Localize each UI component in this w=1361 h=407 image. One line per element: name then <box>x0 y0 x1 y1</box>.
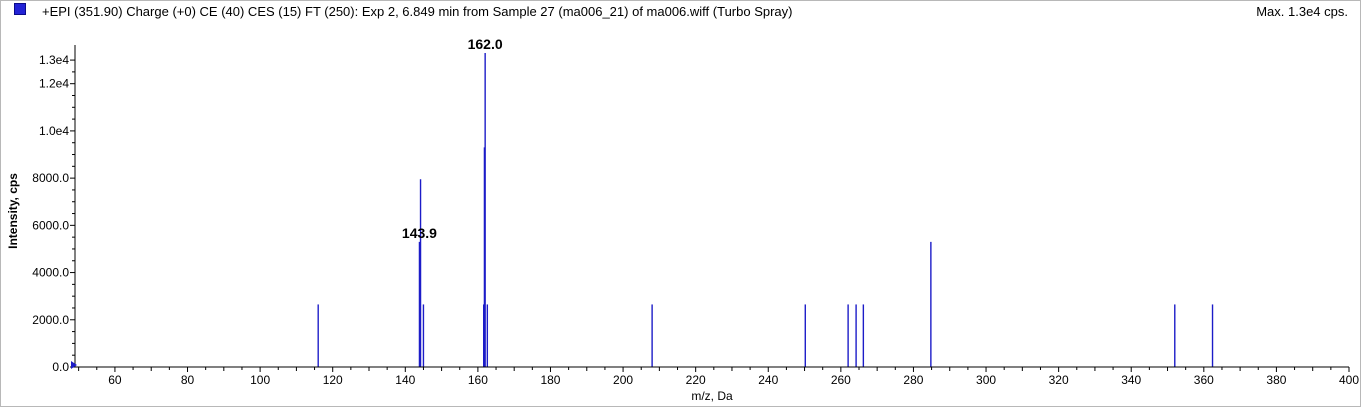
y-tick-label: 1.3e4 <box>39 53 69 67</box>
x-tick-label: 100 <box>250 373 270 387</box>
y-tick-label: 1.2e4 <box>39 77 69 91</box>
y-axis-title: Intensity, cps <box>6 173 20 249</box>
y-tick-label: 4000.0 <box>32 266 69 280</box>
y-tick-label: 6000.0 <box>32 218 69 232</box>
y-tick-label: 2000.0 <box>32 313 69 327</box>
x-tick-label: 340 <box>1121 373 1141 387</box>
max-intensity-label: Max. 1.3e4 cps. <box>1256 4 1348 19</box>
x-tick-label: 400 <box>1339 373 1359 387</box>
x-tick-label: 120 <box>323 373 343 387</box>
peak-annotation: 143.9 <box>402 225 437 241</box>
x-tick-label: 160 <box>468 373 488 387</box>
x-tick-label: 200 <box>613 373 633 387</box>
spectrum-header: +EPI (351.90) Charge (+0) CE (40) CES (1… <box>0 0 1361 22</box>
axis-origin-marker <box>71 361 77 369</box>
axes-layer: 60 80 100 120 140 160 180 200 220 240 260 280 300 320… <box>32 45 1359 387</box>
y-tick-label: 0.0 <box>52 360 69 374</box>
x-tick-label: 180 <box>540 373 560 387</box>
x-tick-label: 260 <box>831 373 851 387</box>
series-color-swatch[interactable] <box>14 3 26 15</box>
peaks-layer: 162.0 143.9 <box>317 36 1214 367</box>
x-tick-label: 80 <box>181 373 195 387</box>
x-tick-label: 320 <box>1049 373 1069 387</box>
x-axis-title: m/z, Da <box>691 389 733 403</box>
spectrum-title: +EPI (351.90) Charge (+0) CE (40) CES (1… <box>42 4 793 19</box>
x-tick-label: 240 <box>758 373 778 387</box>
peak-annotation: 162.0 <box>468 36 503 52</box>
x-tick-label: 360 <box>1194 373 1214 387</box>
x-tick-label: 380 <box>1266 373 1286 387</box>
x-tick-label: 280 <box>903 373 923 387</box>
y-tick-label: 8000.0 <box>32 171 69 185</box>
x-tick-label: 300 <box>976 373 996 387</box>
y-tick-label: 1.0e4 <box>39 124 69 138</box>
x-tick-label: 60 <box>108 373 122 387</box>
x-tick-label: 220 <box>686 373 706 387</box>
x-tick-label: 140 <box>395 373 415 387</box>
